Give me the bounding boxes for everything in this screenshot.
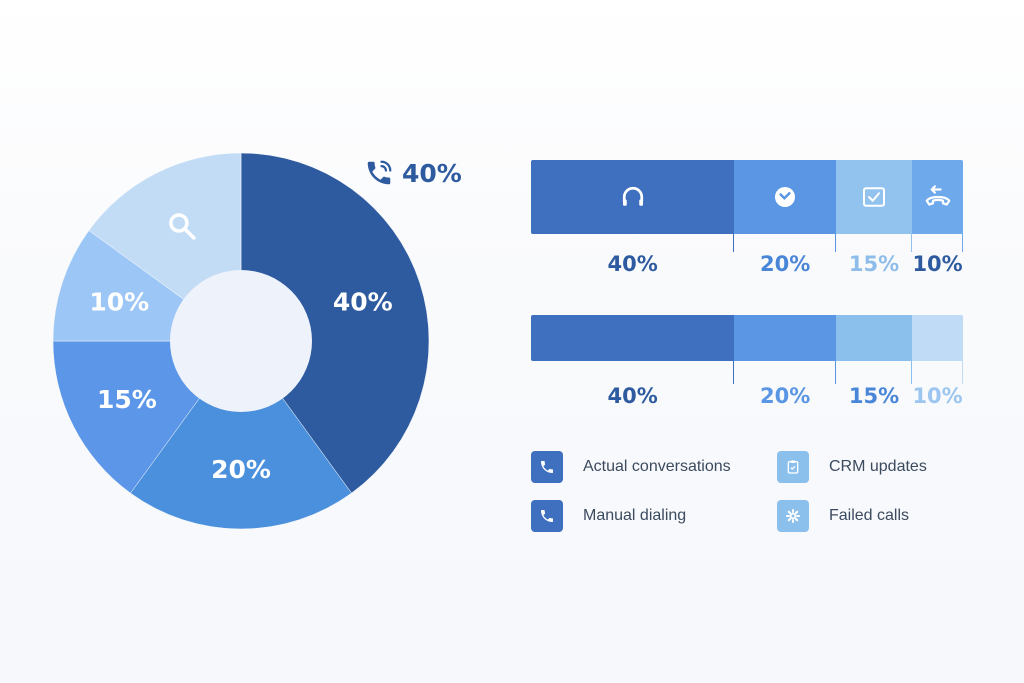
legend-label: Manual dialing (583, 507, 687, 524)
bar-value-label: 15% (848, 252, 900, 276)
legend-item-actual-conversations: Actual conversations (531, 451, 731, 483)
chat-icon (775, 187, 796, 207)
stacked-bar-1 (531, 160, 963, 234)
bar-divider (733, 226, 735, 252)
bar-2-labels: 40% 20% 15% 10% (531, 356, 963, 414)
callout-value: 40% (402, 158, 462, 188)
headset-icon (622, 186, 643, 206)
hangup-icon (925, 185, 950, 206)
bar-value-label: 40% (607, 384, 658, 408)
stacked-bar-2 (531, 315, 963, 361)
bar-divider (834, 356, 836, 384)
bar-divider (962, 356, 963, 384)
donut-hole (170, 270, 312, 412)
phone-icon (541, 510, 553, 522)
donut-slice (130, 340, 352, 530)
bar-segment (912, 315, 963, 361)
bar-segment (835, 315, 913, 361)
legend-label: Actual conversations (583, 458, 731, 475)
donut-slice (240, 152, 430, 494)
bar-segment (531, 315, 735, 361)
bar-value-label: 20% (759, 252, 811, 276)
gear-icon (786, 509, 800, 523)
search-icon (169, 213, 196, 240)
legend-swatch (777, 451, 809, 483)
bar-divider (911, 226, 913, 252)
bar-segment (734, 160, 836, 234)
bar-segment (531, 160, 735, 234)
bar-value-label: 40% (607, 252, 658, 276)
legend-label: CRM updates (829, 458, 927, 475)
bar-segment (734, 315, 836, 361)
legend-label: Failed calls (829, 507, 910, 524)
bar-segment (912, 160, 963, 234)
phone-icon (367, 160, 392, 185)
checkmark-icon (863, 187, 886, 207)
donut-chart: 40% 20% 15% 10% (52, 152, 430, 530)
bar-value-label: 10% (912, 252, 963, 276)
clipboard-icon (787, 460, 799, 474)
legend-item-crm-updates: CRM updates (777, 451, 927, 483)
bar-value-label: 10% (912, 384, 963, 408)
bar-1-labels: 40% 20% 15% 10% (531, 226, 963, 282)
legend-item-failed-calls: Failed calls (777, 500, 909, 532)
slice-label: 15% (97, 385, 157, 414)
bar-value-label: 20% (759, 384, 811, 408)
bar-segment (835, 160, 913, 234)
bar-divider (911, 356, 913, 384)
top-callout: 40% (364, 158, 462, 188)
legend-swatch (531, 451, 563, 483)
bar-value-label: 15% (848, 384, 900, 408)
slice-label: 10% (89, 287, 149, 316)
bar-divider (834, 226, 836, 252)
slice-label: 40% (333, 287, 393, 316)
legend-swatch (777, 500, 809, 532)
bar-divider (962, 226, 963, 252)
bar-divider (733, 356, 735, 384)
legend-swatch (531, 500, 563, 532)
legend-item-manual-dialing: Manual dialing (531, 500, 686, 532)
slice-label: 20% (211, 455, 271, 484)
phone-icon (541, 461, 553, 473)
